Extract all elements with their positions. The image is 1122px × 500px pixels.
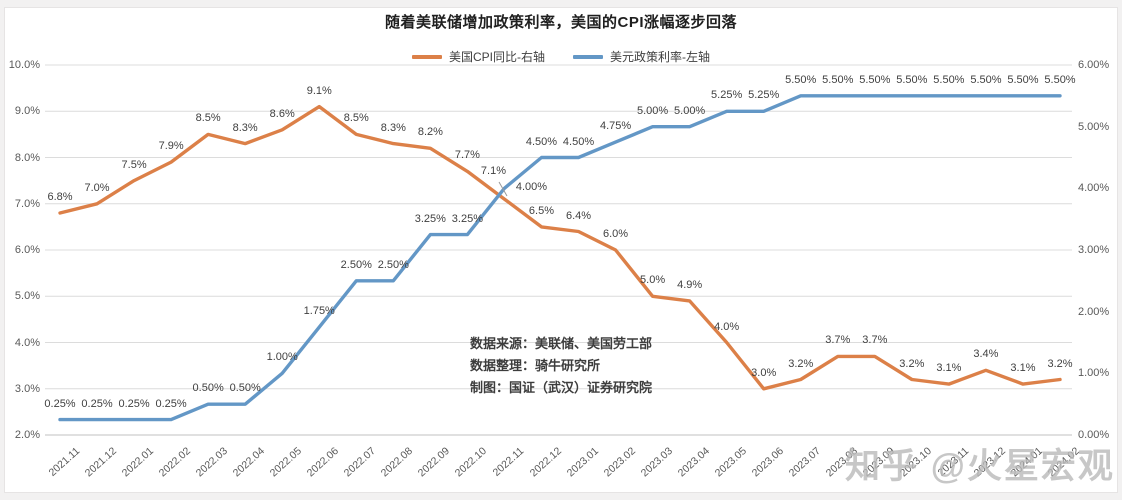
policy-rate-line <box>58 94 1062 422</box>
policy-rate-line-value-label: 1.00% <box>266 351 298 364</box>
left-axis-tick: 10.0% <box>8 59 40 71</box>
cpi-line-value-label: 3.0% <box>751 366 777 379</box>
cpi-line-value-label: 8.5% <box>195 112 221 125</box>
cpi-line-value-label: 3.2% <box>788 357 814 370</box>
cpi-line-value-label: 3.4% <box>973 348 999 361</box>
right-axis-tick: 2.00% <box>1078 305 1110 318</box>
cpi-line-value-label: 3.7% <box>825 334 851 347</box>
legend-line-swatch <box>411 54 442 59</box>
policy-rate-line-value-label: 5.50% <box>1044 73 1076 86</box>
legend-item: 美国CPI同比-右轴 <box>411 48 545 65</box>
policy-rate-line-value-label: 2.50% <box>377 258 409 271</box>
policy-rate-line-value-label: 5.50% <box>970 73 1002 86</box>
cpi-line-value-label: 7.1% <box>480 165 506 178</box>
cpi-line-value-label: 3.1% <box>1010 362 1036 375</box>
policy-rate-line-value-label: 5.50% <box>859 73 891 86</box>
policy-rate-line-value-label: 5.00% <box>674 104 706 117</box>
right-axis-tick: 3.00% <box>1078 244 1110 256</box>
annotation-line: 制图：国证（武汉）证券研究院 <box>470 380 653 395</box>
cpi-line-value-label: 7.0% <box>84 181 110 194</box>
policy-rate-line-value-label: 5.00% <box>636 104 669 117</box>
policy-rate-line-value-label: 0.25% <box>155 397 187 410</box>
left-axis-tick: 4.0% <box>14 336 40 349</box>
right-axis-tick: 1.00% <box>1078 367 1110 380</box>
cpi-line-value-label: 4.0% <box>714 320 740 333</box>
cpi-line-value-label: 7.9% <box>158 140 184 153</box>
cpi-line-value-label: 4.9% <box>677 278 703 291</box>
policy-rate-line-value-label: 0.25% <box>118 397 150 410</box>
cpi-line-value-label: 8.2% <box>417 126 443 139</box>
annotation-line: 数据整理：骑牛研究所 <box>470 358 601 373</box>
chart-title: 随着美联储增加政策利率，美国的CPI涨幅逐步回落 <box>384 14 737 31</box>
policy-rate-line-value-label: 5.50% <box>785 73 817 86</box>
cpi-line-value-label: 8.3% <box>232 121 258 134</box>
left-axis-tick: 8.0% <box>14 151 40 164</box>
cpi-line-value-label: 7.5% <box>121 158 147 171</box>
left-axis-tick: 7.0% <box>14 197 40 210</box>
policy-rate-line-value-label: 4.50% <box>562 135 595 148</box>
legend-label: 美元政策利率-左轴 <box>610 50 710 64</box>
policy-rate-line-value-label: 5.50% <box>822 73 854 86</box>
left-axis-tick: 5.0% <box>14 290 40 303</box>
left-axis-tick: 6.0% <box>14 244 40 256</box>
right-axis-tick: 4.00% <box>1078 182 1110 195</box>
left-axis-tick: 3.0% <box>14 382 40 395</box>
legend-item: 美元政策利率-左轴 <box>573 48 710 65</box>
policy-rate-line-value-label: 4.75% <box>599 120 632 133</box>
cpi-line-value-label: 3.7% <box>862 334 888 347</box>
right-axis-tick: 6.00% <box>1078 59 1110 71</box>
policy-rate-line-value-label: 0.50% <box>229 382 261 395</box>
cpi-line-value-label: 3.2% <box>899 357 925 370</box>
policy-rate-line-value-label: 1.75% <box>303 305 335 318</box>
label-leader-line <box>498 181 508 197</box>
cpi-line-value-label: 8.3% <box>380 121 406 134</box>
data-source-annotation: 数据来源：美联储、美国劳工部 数据整理：骑牛研究所制图：国证（武汉）证券研究院 <box>470 333 652 399</box>
policy-rate-line-value-label: 5.50% <box>1007 73 1039 86</box>
policy-rate-line-value-label: 0.25% <box>44 397 76 410</box>
policy-rate-line-value-label: 3.25% <box>451 212 484 225</box>
policy-rate-line-value-label: 3.25% <box>414 212 446 225</box>
chart-legend: 美国CPI同比-右轴 美元政策利率-左轴 <box>0 48 1122 65</box>
policy-rate-line-value-label: 4.50% <box>525 135 558 148</box>
cpi-line-value-label: 9.1% <box>306 84 332 97</box>
policy-rate-line-value-label: 5.50% <box>933 73 965 86</box>
right-axis-tick: 0.00% <box>1078 429 1110 441</box>
policy-rate-line-value-label: 0.25% <box>81 397 113 410</box>
left-axis-tick: 2.0% <box>14 429 40 441</box>
cpi-line <box>58 104 1062 391</box>
policy-rate-line-value-label: 4.00% <box>515 181 548 194</box>
left-axis-tick: 9.0% <box>14 105 40 118</box>
right-axis-tick: 5.00% <box>1078 120 1110 133</box>
policy-rate-line-value-label: 5.25% <box>711 89 743 102</box>
cpi-line-value-label: 6.0% <box>603 228 629 240</box>
cpi-line-value-label: 5.0% <box>640 274 666 287</box>
policy-rate-line-value-label: 5.50% <box>896 73 928 86</box>
cpi-line-value-label: 6.5% <box>528 204 555 217</box>
cpi-line-value-label: 8.5% <box>343 112 369 125</box>
policy-rate-line-value-label: 5.25% <box>748 89 780 102</box>
cpi-line-value-label: 6.8% <box>47 191 73 203</box>
policy-rate-line-value-label: 0.50% <box>192 382 224 395</box>
legend-line-swatch <box>573 54 603 59</box>
legend-label: 美国CPI同比-右轴 <box>448 50 545 64</box>
cpi-line-value-label: 3.2% <box>1047 357 1073 370</box>
cpi-line-value-label: 8.6% <box>269 107 295 120</box>
cpi-line-value-label: 7.7% <box>454 149 480 162</box>
cpi-line-value-label: 3.1% <box>936 362 962 375</box>
zhihu-watermark: 知乎 @火星宏观 <box>845 447 1115 486</box>
annotation-line: 数据来源：美联储、美国劳工部 <box>470 336 653 351</box>
cpi-line-value-label: 6.4% <box>565 209 592 222</box>
policy-rate-line-value-label: 2.50% <box>340 258 372 271</box>
